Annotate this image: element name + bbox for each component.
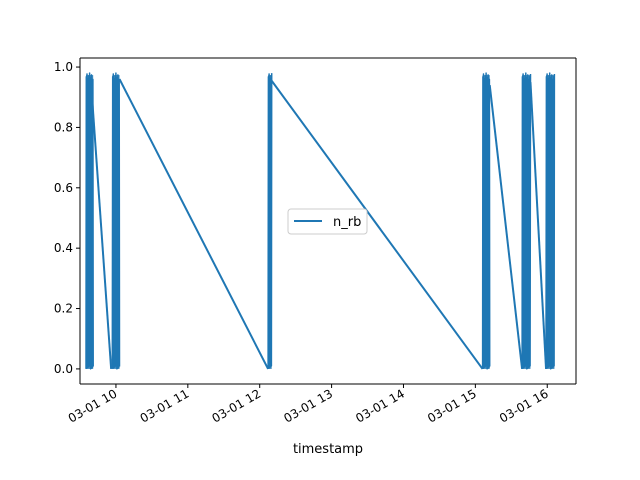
series-burst-band (482, 75, 490, 369)
x-axis-label: timestamp (293, 442, 363, 457)
axes-layer (79, 57, 577, 385)
series-connector (529, 82, 548, 369)
series-n_rb (85, 72, 556, 370)
series-burst-band (268, 75, 272, 369)
y-tick-label: 0.6 (54, 181, 73, 195)
legend-label: n_rb (333, 215, 361, 230)
series-connector (269, 78, 484, 370)
y-tick-label: 0.2 (54, 302, 73, 316)
legend: n_rb (287, 208, 368, 235)
series-burst-band (112, 75, 120, 369)
series-connector (488, 85, 524, 370)
legend-box (287, 208, 368, 235)
series-layer (85, 72, 556, 370)
y-tick-label: 0.4 (54, 241, 73, 255)
y-tick-label: 0.0 (54, 362, 73, 376)
series-connector (89, 79, 113, 369)
series-burst-band (546, 75, 555, 369)
series-burst-band (85, 75, 94, 369)
y-tick-label: 0.8 (54, 120, 73, 134)
y-tick-label: 1.0 (54, 60, 73, 74)
series-burst-band (522, 75, 531, 369)
series-connector (118, 78, 269, 370)
